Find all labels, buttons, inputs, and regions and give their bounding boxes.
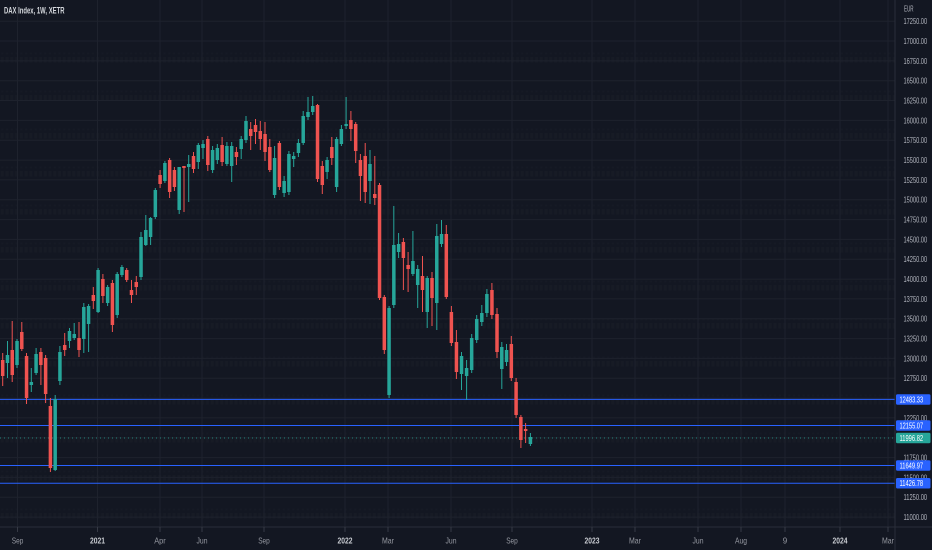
- svg-text:11250.00: 11250.00: [904, 493, 928, 502]
- svg-text:2022: 2022: [338, 536, 353, 546]
- svg-text:16500.00: 16500.00: [904, 77, 928, 86]
- svg-text:Aug: Aug: [735, 536, 747, 546]
- svg-text:11000.00: 11000.00: [904, 513, 928, 522]
- svg-text:Jun: Jun: [446, 536, 457, 546]
- svg-text:14000.00: 14000.00: [904, 275, 928, 284]
- svg-text:EUR: EUR: [904, 5, 914, 14]
- svg-text:15000.00: 15000.00: [904, 196, 928, 205]
- svg-text:Apr: Apr: [154, 536, 166, 546]
- svg-text:15500.00: 15500.00: [904, 156, 928, 165]
- svg-text:11750.00: 11750.00: [904, 454, 928, 463]
- svg-text:15750.00: 15750.00: [904, 136, 928, 145]
- svg-text:12155.07: 12155.07: [900, 421, 924, 430]
- svg-text:16750.00: 16750.00: [904, 57, 928, 66]
- svg-text:9: 9: [783, 536, 788, 546]
- svg-text:2021: 2021: [90, 536, 105, 546]
- svg-text:2024: 2024: [833, 536, 848, 546]
- svg-text:16000.00: 16000.00: [904, 116, 928, 125]
- svg-text:13250.00: 13250.00: [904, 335, 928, 344]
- svg-text:16250.00: 16250.00: [904, 96, 928, 105]
- svg-text:2023: 2023: [585, 536, 600, 546]
- svg-text:Jun: Jun: [693, 536, 704, 546]
- svg-text:Mar: Mar: [629, 536, 641, 546]
- svg-text:17250.00: 17250.00: [904, 17, 928, 26]
- svg-text:Mar: Mar: [882, 536, 894, 546]
- svg-text:17000.00: 17000.00: [904, 37, 928, 46]
- svg-text:DAX Index, 1W, XETR: DAX Index, 1W, XETR: [4, 6, 65, 16]
- svg-text:11500.00: 11500.00: [904, 473, 928, 482]
- svg-text:13750.00: 13750.00: [904, 295, 928, 304]
- svg-text:13000.00: 13000.00: [904, 354, 928, 363]
- svg-text:Sep: Sep: [258, 536, 270, 546]
- svg-text:14750.00: 14750.00: [904, 216, 928, 225]
- svg-text:12483.33: 12483.33: [900, 395, 924, 404]
- svg-text:Mar: Mar: [382, 536, 394, 546]
- svg-text:Jun: Jun: [197, 536, 208, 546]
- svg-text:12250.00: 12250.00: [904, 414, 928, 423]
- svg-text:14250.00: 14250.00: [904, 255, 928, 264]
- svg-text:11426.78: 11426.78: [900, 479, 924, 488]
- svg-text:13500.00: 13500.00: [904, 315, 928, 324]
- svg-text:11649.97: 11649.97: [900, 461, 924, 470]
- svg-text:12750.00: 12750.00: [904, 374, 928, 383]
- svg-text:14500.00: 14500.00: [904, 235, 928, 244]
- svg-text:15250.00: 15250.00: [904, 176, 928, 185]
- svg-text:11996.82: 11996.82: [900, 434, 924, 443]
- svg-text:Sep: Sep: [12, 536, 24, 546]
- svg-text:Sep: Sep: [506, 536, 518, 546]
